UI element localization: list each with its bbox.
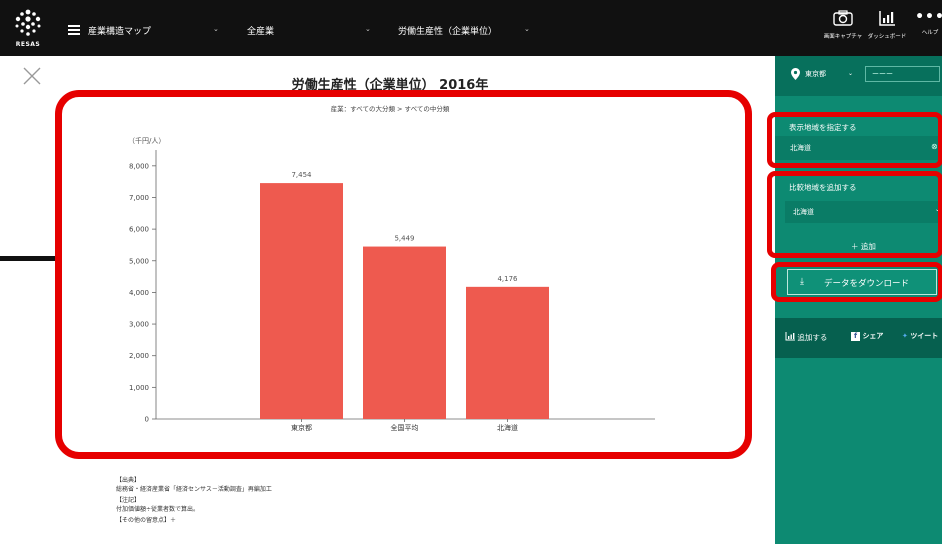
chevron-down-icon[interactable]: ⌄: [213, 25, 219, 33]
x-category-label: 北海道: [497, 423, 518, 432]
chevron-down-icon[interactable]: ⌄: [365, 25, 371, 33]
close-icon[interactable]: [22, 66, 42, 86]
chevron-down-icon[interactable]: ⌄: [524, 25, 530, 33]
display-region-label: 北海道: [790, 144, 811, 152]
help-button[interactable]: ••• ヘルプ: [915, 10, 942, 36]
dashboard-icon: [785, 332, 795, 341]
bar-value-label: 5,449: [394, 235, 414, 243]
location-pin-icon: [791, 68, 800, 80]
sidebar: 東京都 ⌄ ーーー 表示地域を指定する 北海道 ⊗ 比較地域を追加する 北海道 …: [767, 56, 942, 544]
y-tick-label: 3,000: [129, 321, 149, 329]
add-to-dashboard-label: 追加する: [797, 333, 828, 342]
download-icon: ⤓: [800, 277, 804, 287]
compare-region-select[interactable]: 北海道 ⌄: [785, 201, 942, 223]
source-heading: 【出典】: [116, 477, 141, 484]
x-category-label: 全国平均: [391, 423, 419, 432]
add-to-dashboard-button[interactable]: 追加する: [785, 332, 827, 343]
y-tick-label: 6,000: [129, 226, 149, 234]
city-select[interactable]: ーーー: [865, 66, 940, 82]
add-region-button[interactable]: ＋ 追加: [851, 242, 876, 251]
chevron-down-icon: ⌄: [935, 206, 941, 213]
remove-icon[interactable]: ⊗: [931, 142, 938, 151]
y-axis-unit-label: （千円/人）: [128, 136, 165, 145]
twitter-label: ツイート: [910, 332, 939, 340]
top-bar: RESAS 産業構造マップ ⌄ 全産業 ⌄ 労働生産性（企業単位） ⌄ 画面キャ…: [0, 0, 942, 56]
map-selector[interactable]: 産業構造マップ: [88, 27, 152, 37]
compare-region-title: 比較地域を追加する: [789, 183, 857, 192]
y-tick-label: 8,000: [129, 162, 149, 170]
y-tick-label: 0: [145, 416, 149, 424]
y-tick-label: 5,000: [129, 257, 149, 265]
region-selector-bar: 東京都 ⌄ ーーー: [775, 56, 942, 96]
resas-logo[interactable]: RESAS: [12, 8, 44, 52]
chevron-down-icon: ⌄: [847, 70, 853, 77]
source-text: 総務省・経済産業省「経済センサス－活動調査」再編加工: [116, 485, 272, 493]
hamburger-menu-icon[interactable]: [68, 25, 80, 35]
facebook-label: シェア: [862, 332, 884, 340]
prefecture-select[interactable]: 東京都 ⌄: [805, 66, 857, 82]
chart-subtitle: 産業：すべての大分類 > すべての中分類: [330, 105, 450, 113]
prefecture-value: 東京都: [805, 70, 826, 78]
share-bar: 追加する f シェア ✦ ツイート: [775, 318, 942, 358]
y-tick-label: 1,000: [129, 384, 149, 392]
note-heading: 【注記】: [116, 497, 141, 505]
twitter-tweet-button[interactable]: ✦ ツイート: [902, 331, 938, 345]
x-category-label: 東京都: [291, 423, 312, 432]
industry-selector[interactable]: 全産業: [247, 27, 275, 37]
y-tick-label: 4,000: [129, 289, 149, 297]
chart-title: 労働生産性（企業単位） 2016年: [291, 78, 489, 93]
y-tick-label: 7,000: [129, 194, 149, 202]
display-region-title: 表示地域を指定する: [789, 123, 857, 132]
facebook-icon: f: [851, 332, 860, 341]
bar: [466, 286, 549, 419]
compare-region-value: 北海道: [793, 208, 814, 216]
camera-icon: [833, 10, 853, 26]
facebook-share-button[interactable]: f シェア: [851, 331, 883, 345]
bar-value-label: 7,454: [291, 171, 312, 179]
help-label: ヘルプ: [921, 30, 939, 36]
indicator-selector[interactable]: 労働生産性（企業単位）: [398, 27, 498, 37]
pointer-line: [0, 256, 55, 261]
download-label: データをダウンロード: [824, 279, 910, 289]
source-notes: 【出典】 総務省・経済産業省「経済センサス－活動調査」再編加工 【注記】 付加価…: [116, 477, 272, 526]
other-notes-toggle[interactable]: 【その他の留意点】＋: [116, 517, 177, 525]
screen-capture-button[interactable]: 画面キャプチャ: [818, 10, 868, 40]
dashboard-icon: [879, 11, 895, 26]
bar: [363, 246, 446, 419]
logo-mark-icon: [15, 9, 41, 36]
bar-value-label: 4,176: [497, 275, 518, 283]
dashboard-button[interactable]: ダッシュボード: [866, 10, 908, 40]
logo-text: RESAS: [15, 41, 41, 48]
y-tick-label: 2,000: [129, 352, 149, 360]
more-icon: •••: [915, 9, 942, 25]
screen-capture-label: 画面キャプチャ: [823, 34, 863, 40]
display-region-item[interactable]: 北海道 ⊗: [775, 136, 942, 160]
bar: [260, 183, 343, 419]
twitter-icon: ✦: [902, 332, 908, 340]
note-text: 付加価値額÷従業者数で算出。: [116, 505, 200, 513]
bar-chart: （千円/人） 0 1,000 2,000 3,000 4,000 5,000 6,000 7,0…: [128, 136, 655, 432]
download-data-button[interactable]: ⤓ データをダウンロード: [787, 269, 937, 295]
dashboard-label: ダッシュボード: [867, 34, 907, 40]
